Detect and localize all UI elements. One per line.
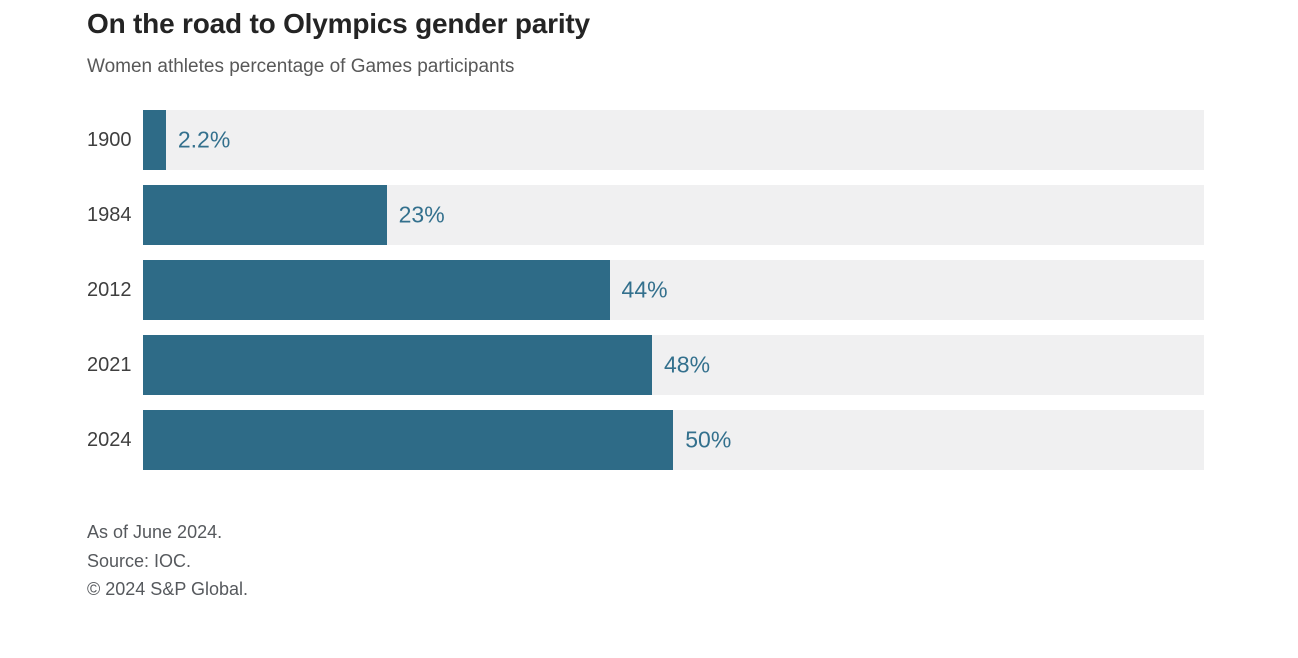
bar [142, 260, 610, 321]
bar [142, 410, 674, 471]
bar-row: 1984 23% [87, 185, 1204, 246]
chart-subtitle: Women athletes percentage of Games parti… [87, 56, 515, 78]
chart-footnotes: As of June 2024. Source: IOC. © 2024 S&P… [87, 518, 1204, 604]
category-label: 1984 [87, 203, 132, 226]
bar-track: 23% [142, 185, 1204, 246]
bar-track: 50% [142, 410, 1204, 471]
bar-track: 48% [142, 335, 1204, 396]
chart-rows: 1900 2.2% 1984 23% 2012 44% 2021 48% 202… [87, 110, 1204, 471]
bar-row: 2024 50% [87, 410, 1204, 471]
bar-row: 1900 2.2% [87, 110, 1204, 171]
bar-row: 2021 48% [87, 335, 1204, 396]
footnote-copyright: © 2024 S&P Global. [87, 579, 249, 600]
bar-track: 44% [142, 260, 1204, 321]
value-label: 44% [621, 276, 668, 303]
category-label: 2012 [87, 278, 132, 301]
value-label: 50% [685, 426, 732, 453]
footnote-asof: As of June 2024. [87, 522, 223, 543]
chart-title: On the road to Olympics gender parity [87, 8, 590, 39]
category-label: 1900 [87, 128, 132, 151]
value-label: 23% [398, 201, 445, 228]
footnote-source: Source: IOC. [87, 550, 192, 571]
bar [142, 110, 166, 171]
chart-card: On the road to Olympics gender parity Wo… [87, 8, 1204, 604]
value-label: 2.2% [177, 126, 231, 153]
value-label: 48% [664, 351, 711, 378]
category-label: 2021 [87, 353, 132, 376]
bar [142, 335, 653, 396]
bar-row: 2012 44% [87, 260, 1204, 321]
bar-track: 2.2% [142, 110, 1204, 171]
bar [142, 185, 387, 246]
category-label: 2024 [87, 428, 132, 451]
